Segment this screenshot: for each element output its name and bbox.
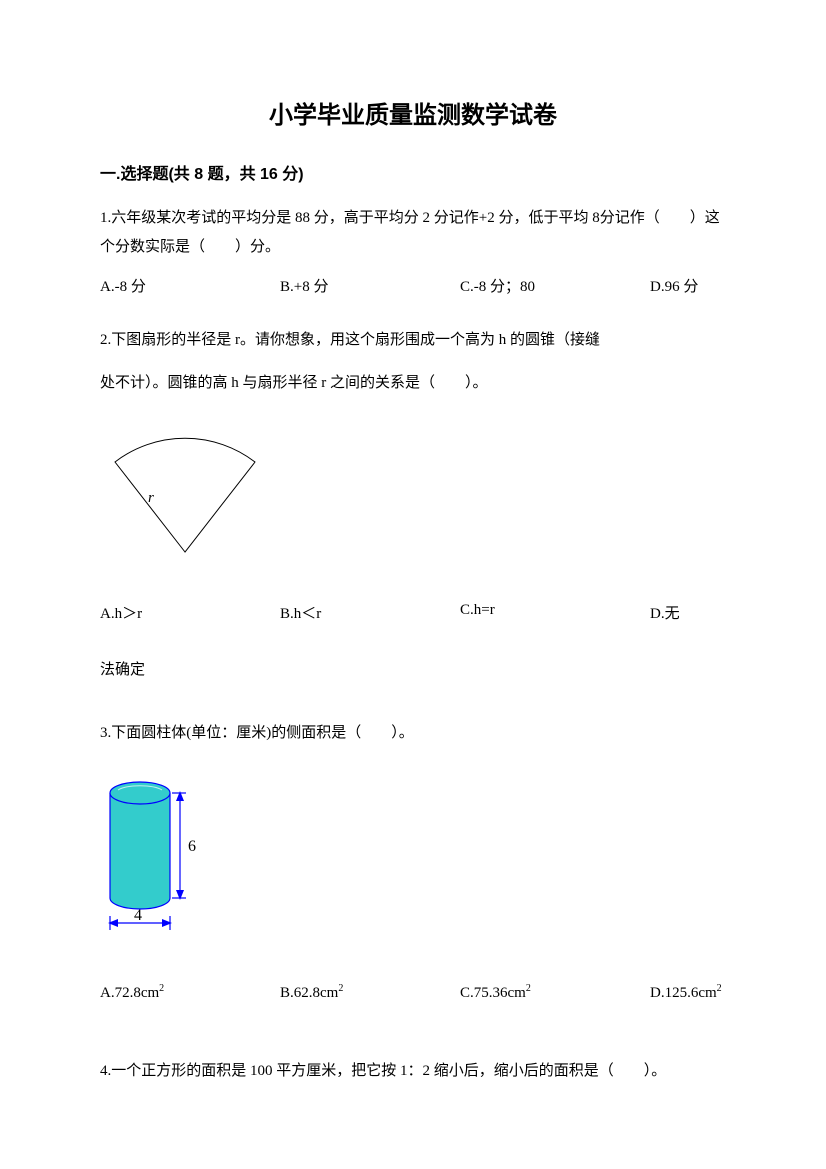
cylinder-width-label: 4 xyxy=(134,907,142,924)
cylinder-icon: 6 4 xyxy=(100,773,210,943)
q2-line1: 2.下图扇形的半径是 r。请你想象，用这个扇形围成一个高为 h 的圆锥（接缝 xyxy=(100,326,726,355)
q1-options: A.-8 分 B.+8 分 C.-8 分；80 D.96 分 xyxy=(100,275,726,296)
q2-option-a: A.h＞r xyxy=(100,602,280,623)
sector-r-label: r xyxy=(148,490,154,506)
q2-line2: 处不计）。圆锥的高 h 与扇形半径 r 之间的关系是（ ）。 xyxy=(100,369,726,398)
q2-option-c: C.h=r xyxy=(460,602,650,623)
q3-options: A.72.8cm2 B.62.8cm2 C.75.36cm2 D.125.6cm… xyxy=(100,983,726,1002)
section-1-header: 一.选择题(共 8 题，共 16 分) xyxy=(100,160,726,184)
q2-trailing: 法确定 xyxy=(100,658,726,679)
q3-figure-cylinder: 6 4 xyxy=(100,773,726,948)
q3-option-d: D.125.6cm2 xyxy=(650,983,722,1002)
q2-option-d: D.无 xyxy=(650,602,680,623)
q2-figure-sector: r xyxy=(100,422,726,567)
q1-option-a: A.-8 分 xyxy=(100,275,280,296)
q3-text: 3.下面圆柱体(单位：厘米)的侧面积是（ ）。 xyxy=(100,719,726,748)
q4-text: 4.一个正方形的面积是 100 平方厘米，把它按 1：2 缩小后，缩小后的面积是… xyxy=(100,1057,726,1086)
sector-icon: r xyxy=(100,422,270,562)
q2-options: A.h＞r B.h＜r C.h=r D.无 xyxy=(100,602,726,623)
page-title: 小学毕业质量监测数学试卷 xyxy=(100,95,726,130)
q1-option-b: B.+8 分 xyxy=(280,275,460,296)
cylinder-height-label: 6 xyxy=(188,838,196,855)
q1-option-d: D.96 分 xyxy=(650,275,698,296)
q1-text: 1.六年级某次考试的平均分是 88 分，高于平均分 2 分记作+2 分，低于平均… xyxy=(100,204,726,261)
q3-option-b: B.62.8cm2 xyxy=(280,983,460,1002)
q2-option-b: B.h＜r xyxy=(280,602,460,623)
q3-option-a: A.72.8cm2 xyxy=(100,983,280,1002)
q3-option-c: C.75.36cm2 xyxy=(460,983,650,1002)
q1-option-c: C.-8 分；80 xyxy=(460,275,650,296)
